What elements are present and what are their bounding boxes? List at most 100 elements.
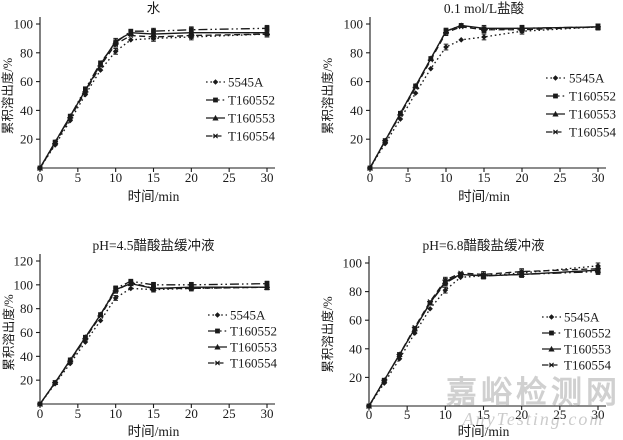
chart-hcl: 20 40 60 80 100 0 5 10 15 20 25 30 0.1 mol/L盐酸时间/min… (320, 1, 616, 204)
series-T160554 (37, 279, 270, 407)
legend-label: 5545A (228, 75, 264, 90)
y-tick-label: 80 (20, 301, 33, 316)
legend-label: T160552 (564, 326, 611, 341)
subplot-ph68-buffer: 20 40 60 80 100 0 5 10 15 20 25 30 pH=6.8醋酸盐缓冲液 时间/mi… (312, 220, 623, 440)
x-axis-label: 时间/min (128, 189, 180, 204)
axes: 20 40 60 80 100 0 5 10 15 20 25 30 (344, 17, 606, 185)
legend-entry-5545A: 5545A (208, 308, 266, 323)
x-tick-label: 10 (440, 170, 453, 185)
x-tick-label: 15 (477, 407, 490, 422)
y-axis-label: 累积溶出度/% (320, 296, 335, 372)
x-tick-label: 30 (261, 406, 274, 421)
legend-entry-T160554: T160554 (208, 356, 277, 371)
legend-label: T160554 (569, 125, 616, 140)
y-tick-label: 40 (20, 103, 33, 118)
x-tick-label: 5 (75, 170, 82, 185)
x-tick-label: 10 (109, 170, 122, 185)
x-tick-label: 20 (185, 406, 198, 421)
x-axis-label: 时间/min (128, 424, 180, 439)
legend-entry-5545A: 5545A (546, 71, 605, 86)
x-tick-label: 30 (261, 170, 274, 185)
x-tick-label: 15 (478, 170, 491, 185)
y-tick-label: 20 (20, 373, 33, 388)
legend-label: T160553 (569, 107, 616, 122)
chart-ph45-buffer: 20 40 60 80 100 120 0 5 10 15 20 25 30 pH=4.5醋酸盐缓冲液时间… (1, 238, 277, 439)
legend-entry-T160554: T160554 (542, 358, 611, 373)
x-tick-label: 0 (367, 170, 374, 185)
legend: 5545A T160552 T160553 T160554 (546, 71, 616, 140)
x-tick-label: 20 (515, 407, 528, 422)
y-axis-label: 累积溶出度/% (0, 58, 15, 134)
y-tick-label: 20 (350, 132, 363, 147)
y-tick-label: 60 (20, 325, 33, 340)
y-tick-label: 20 (349, 370, 362, 385)
legend-label: 5545A (569, 71, 605, 86)
subplot-hcl: 20 40 60 80 100 0 5 10 15 20 25 30 0.1 mol/L盐酸 时间/min… (312, 0, 623, 220)
y-tick-label: 20 (20, 132, 33, 147)
legend-entry-T160552: T160552 (206, 93, 275, 108)
x-tick-label: 5 (75, 406, 82, 421)
legend-label: T160554 (230, 356, 277, 371)
x-axis-label: 时间/min (458, 424, 510, 439)
legend-label: T160552 (228, 93, 275, 108)
legend-entry-T160552: T160552 (208, 324, 277, 339)
legend-label: T160553 (230, 340, 277, 355)
legend-entry-5545A: 5545A (206, 75, 264, 90)
x-tick-label: 30 (592, 170, 605, 185)
series-T160554 (366, 265, 601, 409)
x-tick-label: 0 (366, 407, 373, 422)
x-tick-label: 15 (147, 406, 160, 421)
axes: 20 40 60 80 100 0 5 10 15 20 25 30 (14, 17, 275, 185)
legend-entry-T160552: T160552 (542, 326, 611, 341)
legend-entry-T160553: T160553 (542, 342, 611, 357)
y-tick-label: 100 (14, 277, 34, 292)
legend-label: T160553 (564, 342, 611, 357)
x-tick-label: 25 (223, 170, 236, 185)
legend-entry-T160552: T160552 (546, 89, 616, 104)
series-T160552 (367, 23, 601, 171)
x-tick-label: 0 (37, 170, 44, 185)
y-axis-label: 累积溶出度/% (320, 58, 335, 134)
chart-ph68-buffer: 20 40 60 80 100 0 5 10 15 20 25 30 pH=6.8醋酸盐缓冲液时间/mi… (320, 238, 611, 439)
x-tick-label: 20 (185, 170, 198, 185)
subplot-ph45-buffer: 20 40 60 80 100 120 0 5 10 15 20 25 30 pH=4.5醋酸盐缓冲液 时间… (0, 220, 311, 440)
y-tick-label: 40 (20, 349, 33, 364)
legend-label: T160554 (228, 129, 275, 144)
subplot-water: 20 40 60 80 100 0 5 10 15 20 25 30 水时间/min 累积溶出度/% 554… (0, 0, 311, 220)
chart-water: 20 40 60 80 100 0 5 10 15 20 25 30 水时间/min 累积溶出度/% 554… (0, 1, 275, 204)
y-tick-label: 40 (349, 341, 362, 356)
series-5545A (367, 23, 601, 171)
y-tick-label: 100 (343, 256, 363, 271)
chart-title: 0.1 mol/L盐酸 (444, 1, 525, 16)
legend-label: T160552 (230, 324, 277, 339)
y-tick-label: 120 (14, 254, 34, 269)
y-tick-label: 80 (20, 45, 33, 60)
legend-entry-5545A: 5545A (542, 310, 600, 325)
x-tick-label: 25 (554, 170, 567, 185)
x-tick-label: 10 (439, 407, 452, 422)
legend-entry-T160554: T160554 (546, 125, 616, 140)
y-tick-label: 60 (349, 313, 362, 328)
axes: 20 40 60 80 100 120 0 5 10 15 20 25 30 (14, 254, 275, 421)
legend-entry-T160553: T160553 (208, 340, 277, 355)
x-tick-label: 5 (405, 170, 412, 185)
x-tick-label: 20 (516, 170, 529, 185)
y-tick-label: 60 (350, 74, 363, 89)
x-tick-label: 30 (592, 407, 605, 422)
x-tick-label: 10 (109, 406, 122, 421)
legend-label: T160552 (569, 89, 616, 104)
y-tick-label: 80 (349, 284, 362, 299)
x-axis-label: 时间/min (458, 189, 510, 204)
series-T160554 (37, 30, 270, 171)
x-tick-label: 5 (404, 407, 411, 422)
chart-title: 水 (147, 1, 161, 16)
legend-label: T160554 (564, 358, 611, 373)
axes: 20 40 60 80 100 0 5 10 15 20 25 30 (343, 256, 606, 422)
series-T160554 (367, 23, 601, 171)
legend-entry-T160554: T160554 (206, 129, 275, 144)
chart-title: pH=4.5醋酸盐缓冲液 (93, 238, 215, 253)
